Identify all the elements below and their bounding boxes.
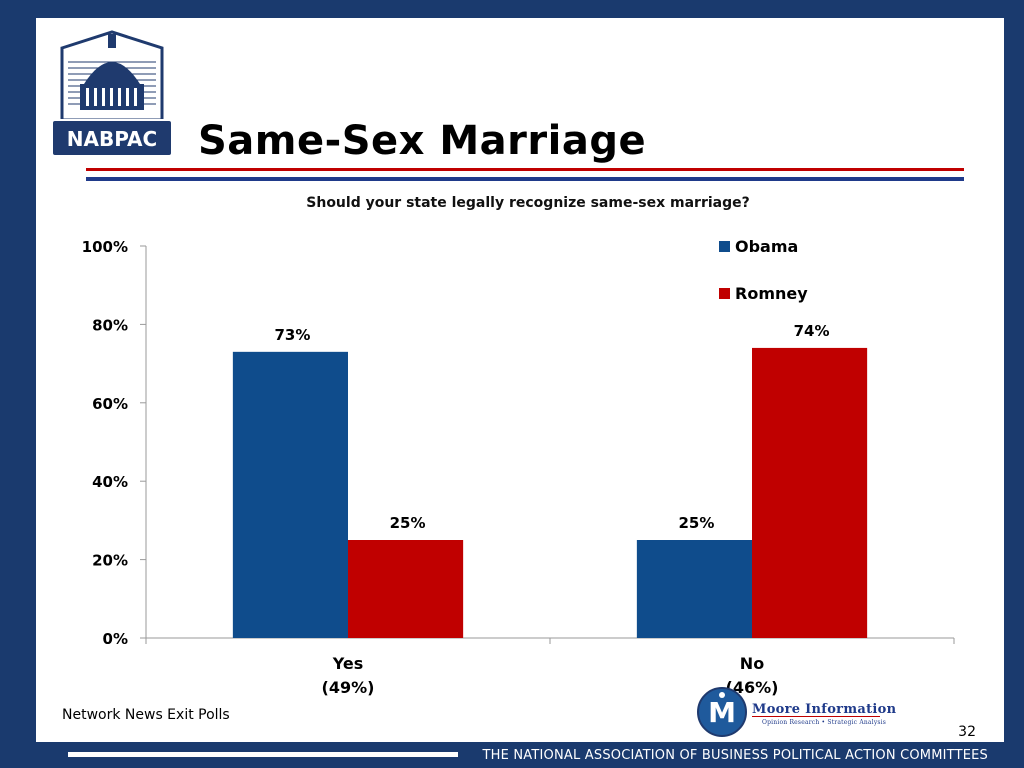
y-tick-label: 60% (92, 395, 128, 413)
x-category-label: Yes (332, 654, 364, 673)
legend-label-obama: Obama (735, 237, 798, 256)
data-label: 74% (794, 322, 830, 340)
x-category-label: No (740, 654, 764, 673)
bar-obama-no (636, 540, 752, 638)
x-category-sublabel: (49%) (322, 678, 375, 697)
title-rule-blue (86, 177, 964, 181)
frame-left (0, 0, 36, 768)
moore-logo-rule (752, 716, 880, 717)
page-title: Same-Sex Marriage (198, 118, 647, 164)
y-tick-label: 100% (82, 238, 128, 256)
footer-organization: THE NATIONAL ASSOCIATION OF BUSINESS POL… (482, 748, 988, 763)
legend-label-romney: Romney (735, 284, 808, 303)
chart-question: Should your state legally recognize same… (306, 195, 750, 211)
legend-swatch-romney (719, 288, 730, 299)
title-rule-red (86, 168, 964, 171)
frame-top (0, 0, 1024, 18)
y-tick-label: 40% (92, 473, 128, 491)
source-note: Network News Exit Polls (62, 707, 230, 723)
moore-logo-title: Moore Information (752, 702, 897, 717)
data-label: 25% (678, 514, 714, 532)
y-tick-label: 0% (103, 630, 128, 648)
nabpac-logo-text: NABPAC (67, 127, 157, 151)
frame-right (1004, 0, 1024, 768)
y-tick-label: 20% (92, 552, 128, 570)
data-label: 25% (390, 514, 426, 532)
bar-romney-no (752, 347, 868, 638)
x-category-sublabel: (46%) (726, 678, 779, 697)
moore-logo-subtitle: Opinion Research • Strategic Analysis (762, 719, 887, 726)
bar-obama-yes (232, 351, 348, 638)
legend-swatch-obama (719, 241, 730, 252)
nabpac-logo: NABPAC (50, 28, 174, 164)
bar-romney-yes (348, 540, 464, 638)
data-label: 73% (274, 326, 310, 344)
moore-logo-emblem: M (696, 686, 748, 742)
y-tick-label: 80% (92, 316, 128, 334)
footer-white-line (68, 752, 458, 757)
page-number: 32 (958, 724, 976, 740)
svg-text:M: M (708, 696, 736, 729)
